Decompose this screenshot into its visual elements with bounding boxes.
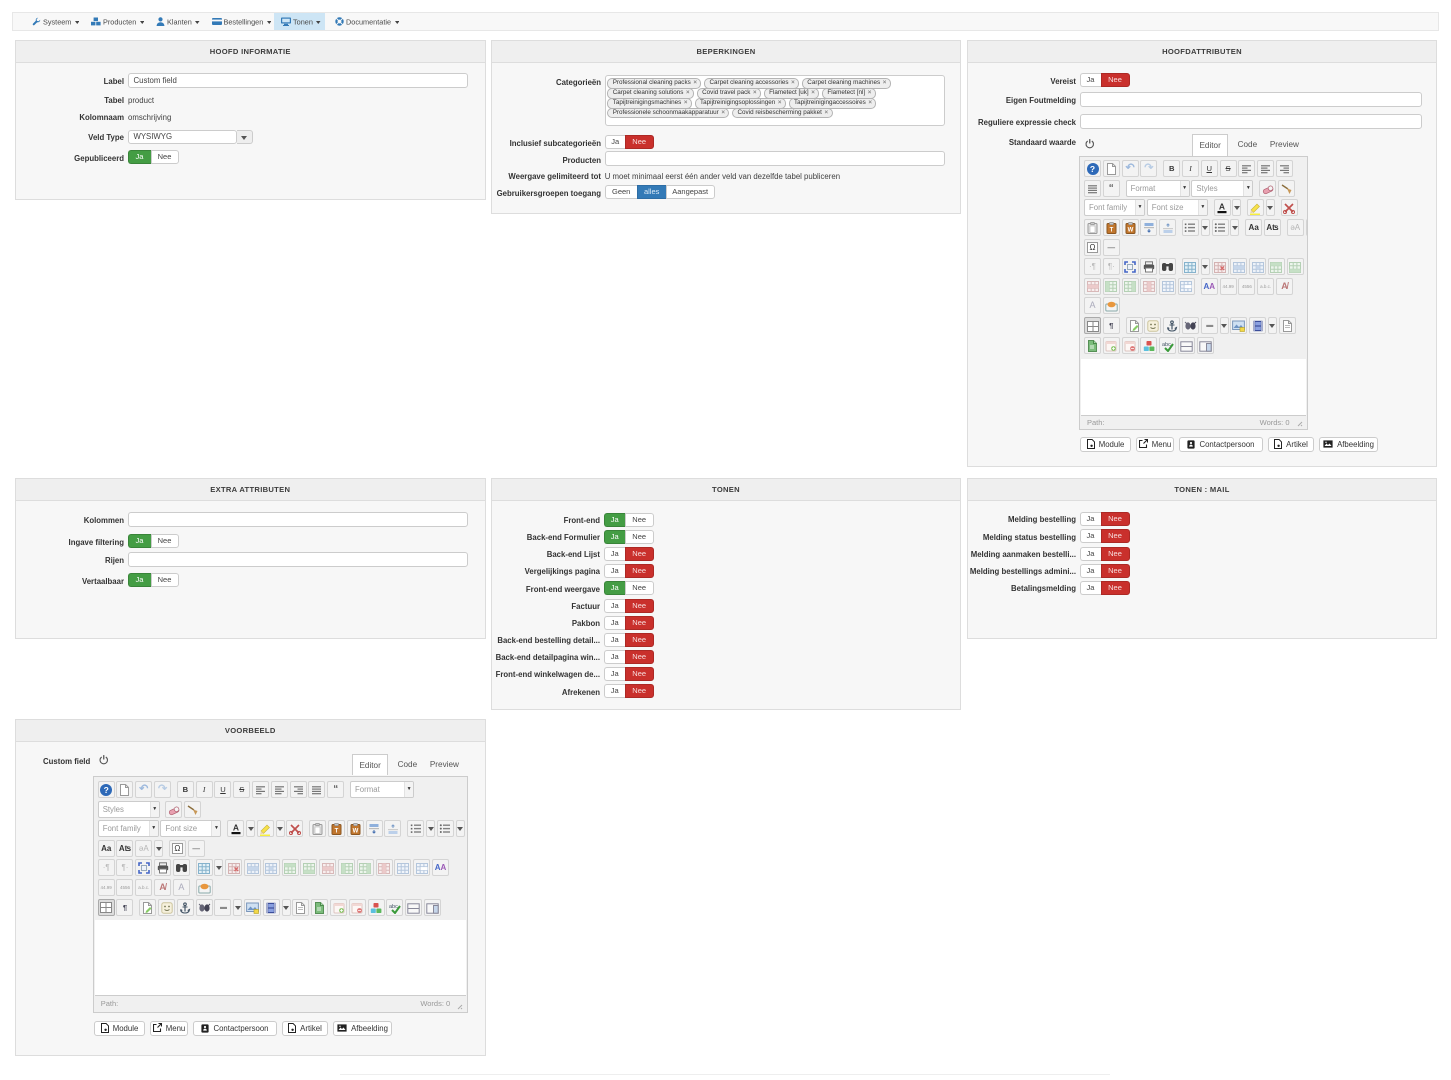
svg-text:W: W (1127, 228, 1133, 234)
svg-text:abc: abc (389, 904, 398, 910)
svg-text:A: A (233, 823, 239, 833)
svg-text:A: A (1219, 202, 1225, 212)
svg-text:abc: abc (1162, 342, 1171, 348)
svg-text:T: T (335, 829, 339, 835)
svg-text:W: W (353, 829, 359, 835)
svg-text:T: T (1109, 228, 1113, 234)
